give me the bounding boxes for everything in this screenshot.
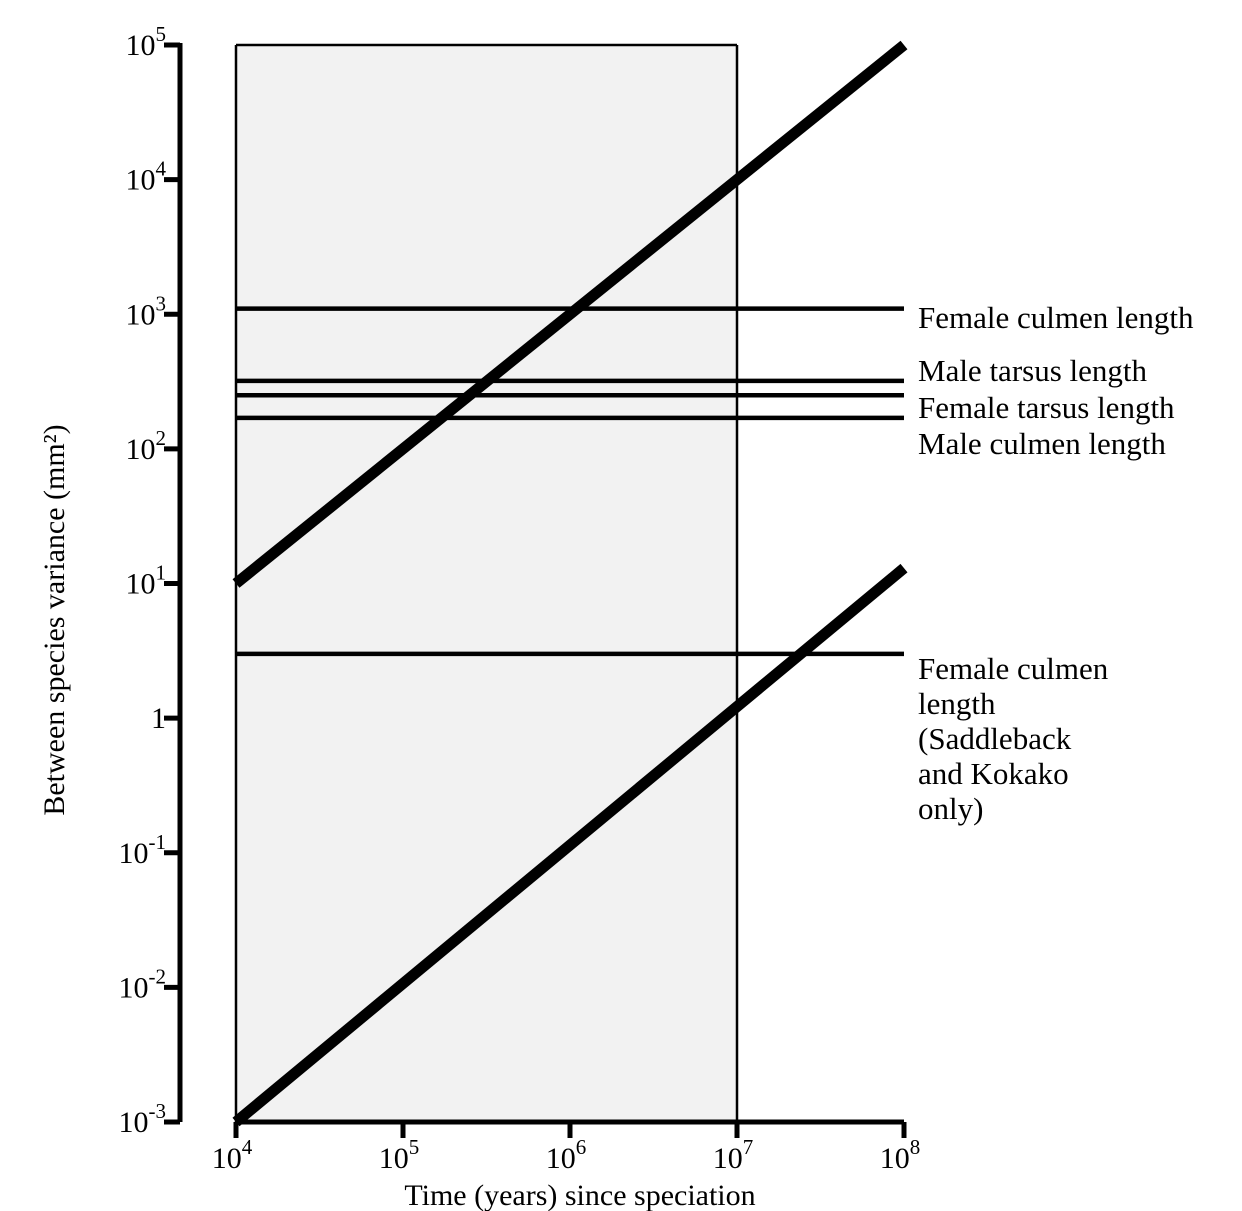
x-tick-label: 106 (546, 1135, 587, 1175)
y-tick-base: 10 (119, 971, 149, 1004)
rate-line-1 (232, 40, 908, 588)
reference-label-5: Female culmen length (Saddleback and Kokako… (918, 651, 1109, 826)
x-tick-exponent: 7 (743, 1135, 754, 1159)
y-tick-exponent: 3 (156, 291, 167, 315)
reference-label-1: Female culmen length (918, 300, 1194, 335)
reference-label-2: Male tarsus length (918, 353, 1148, 388)
reference-label-line: length (918, 686, 996, 721)
y-tick-base: 10 (126, 433, 156, 466)
y-tick-exponent: 2 (156, 426, 167, 450)
y-axis-title: Between species variance (mm²) (38, 424, 71, 815)
y-tick-exponent: -2 (149, 964, 167, 988)
y-tick-base: 10 (126, 164, 156, 197)
x-tick-base: 10 (546, 1142, 576, 1175)
reference-label-line: Female tarsus length (918, 390, 1175, 425)
x-tick-label: 107 (713, 1135, 754, 1175)
x-tick-exponent: 6 (576, 1135, 587, 1159)
reference-label-line: (Saddleback (918, 721, 1072, 756)
y-tick-label: 10-3 (119, 1099, 167, 1139)
reference-label-4: Male culmen length (918, 426, 1166, 461)
axes (164, 42, 907, 1138)
x-tick-exponent: 8 (910, 1135, 921, 1159)
y-tick-base: 10 (126, 29, 156, 62)
x-tick-labels: 104 105 106 107 108 (212, 1135, 921, 1175)
y-tick-base: 10 (119, 837, 149, 870)
y-tick-base: 10 (126, 298, 156, 331)
y-tick-label: 103 (126, 291, 167, 331)
y-tick-exponent: 5 (156, 22, 167, 46)
y-tick-label: 10-2 (119, 964, 167, 1004)
x-axis-title: Time (years) since speciation (404, 1179, 755, 1211)
x-tick-exponent: 5 (409, 1135, 420, 1159)
y-tick-label: 105 (126, 22, 167, 62)
rate-lines (232, 40, 908, 1127)
y-tick-exponent: 1 (156, 561, 167, 585)
x-tick-base: 10 (212, 1142, 242, 1175)
y-tick-base: 10 (126, 568, 156, 601)
y-tick-exponent: 4 (156, 157, 167, 181)
y-tick-label: 104 (126, 157, 167, 197)
rate-line-2 (232, 563, 908, 1127)
y-tick-base: 1 (151, 702, 166, 735)
reference-label-line: Female culmen (918, 651, 1109, 686)
reference-label-line: Female culmen length (918, 300, 1194, 335)
x-tick-exponent: 4 (242, 1135, 253, 1159)
y-tick-base: 10 (119, 1106, 149, 1139)
x-tick-label: 108 (880, 1135, 921, 1175)
shaded-region (236, 45, 737, 1122)
x-tick-label: 105 (379, 1135, 420, 1175)
y-tick-exponent: -1 (149, 830, 167, 854)
x-tick-base: 10 (713, 1142, 743, 1175)
x-tick-label: 104 (212, 1135, 253, 1175)
x-tick-base: 10 (379, 1142, 409, 1175)
reference-label-line: only) (918, 791, 983, 826)
reference-label-3: Female tarsus length (918, 390, 1175, 425)
reference-label-line: Male culmen length (918, 426, 1166, 461)
reference-lines (236, 306, 904, 657)
reference-label-line: and Kokako (918, 756, 1069, 791)
x-tick-base: 10 (880, 1142, 910, 1175)
y-tick-label: 1 (151, 702, 166, 735)
y-tick-label: 10-1 (119, 830, 167, 870)
reference-label-line: Male tarsus length (918, 353, 1148, 388)
y-tick-label: 101 (126, 561, 167, 601)
y-tick-exponent: -3 (149, 1099, 167, 1123)
y-tick-label: 102 (126, 426, 167, 466)
